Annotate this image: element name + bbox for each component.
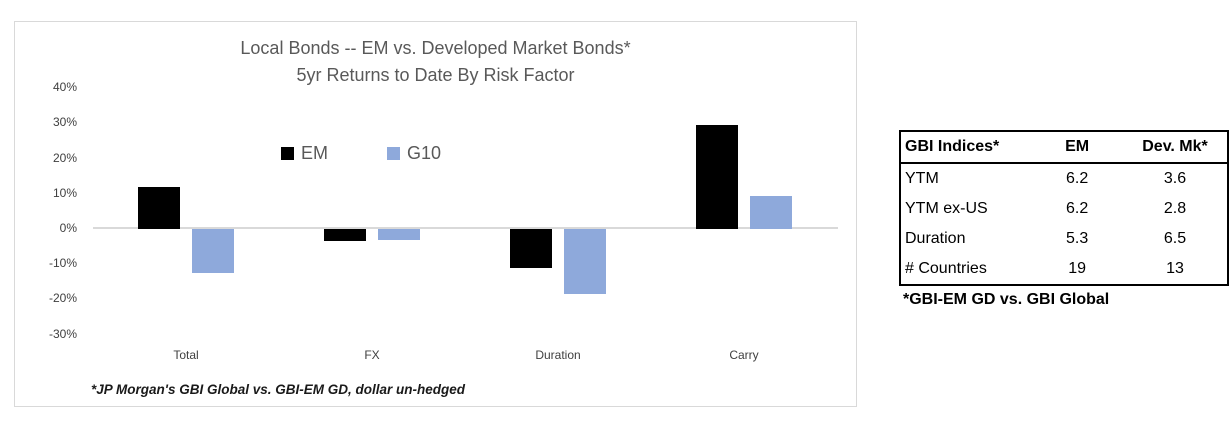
bar-g10-fx bbox=[378, 229, 420, 240]
table-cell-devmk: 2.8 bbox=[1163, 200, 1187, 217]
plot-area: 40% 30% 20% 10% 0% -10% -20% -30% Total FX Duratio… bbox=[15, 22, 856, 406]
y-axis-tick-label: 20% bbox=[52, 150, 77, 165]
table-cell-em: 6.2 bbox=[1065, 200, 1089, 217]
chart-footnote: *JP Morgan's GBI Global vs. GBI-EM GD, d… bbox=[91, 382, 465, 397]
table-cell-label: YTM ex-US bbox=[905, 200, 988, 217]
table-cell-em: 6.2 bbox=[1065, 170, 1089, 187]
table-row-duration: Duration 5.3 6.5 bbox=[900, 224, 1228, 254]
chart-title-line1: Local Bonds -- EM vs. Developed Market B… bbox=[240, 38, 631, 58]
chart-title-line2: 5yr Returns to Date By Risk Factor bbox=[296, 65, 575, 85]
x-axis-category-label: FX bbox=[364, 348, 380, 362]
bar-g10-carry bbox=[750, 196, 792, 229]
table-cell-em: 5.3 bbox=[1065, 230, 1089, 247]
y-axis-tick-label: 30% bbox=[52, 115, 77, 130]
bar-em-carry bbox=[696, 125, 738, 229]
legend-label-em: EM bbox=[301, 142, 328, 163]
gbi-table-wrap: GBI Indices* EM Dev. Mk* YTM 6.2 3.6 YTM… bbox=[899, 130, 1229, 309]
table-cell-em: 19 bbox=[1068, 260, 1086, 277]
g10-legend-swatch-icon bbox=[387, 146, 400, 160]
table-header-indices: GBI Indices* bbox=[900, 131, 1032, 164]
legend-item-g10: G10 bbox=[387, 143, 441, 163]
bar-g10-duration bbox=[564, 229, 606, 294]
table-footnote: *GBI-EM GD vs. GBI Global bbox=[903, 291, 1110, 308]
bar-em-total bbox=[138, 187, 180, 229]
gbi-indices-table: GBI Indices* EM Dev. Mk* YTM 6.2 3.6 YTM… bbox=[899, 130, 1229, 286]
y-axis-tick-label: 40% bbox=[52, 80, 77, 95]
bar-em-fx bbox=[324, 229, 366, 241]
x-axis-category-label: Duration bbox=[535, 348, 581, 362]
bar-em-duration bbox=[510, 229, 552, 268]
bar-chart-panel: Local Bonds -- EM vs. Developed Market B… bbox=[14, 21, 857, 407]
table-row-ytm-ex-us: YTM ex-US 6.2 2.8 bbox=[900, 194, 1228, 224]
legend-label-g10: G10 bbox=[407, 142, 442, 163]
table-cell-label: # Countries bbox=[905, 260, 987, 277]
zero-axis-line bbox=[93, 227, 838, 229]
y-axis-tick-label: 10% bbox=[52, 185, 77, 200]
table-cell-devmk: 6.5 bbox=[1163, 230, 1187, 247]
table-header-row: GBI Indices* EM Dev. Mk* bbox=[900, 131, 1228, 164]
table-row-countries: # Countries 19 13 bbox=[900, 254, 1228, 285]
y-axis-tick-label: 0% bbox=[59, 221, 77, 235]
x-axis-category-label: Total bbox=[173, 348, 199, 362]
chart-title: Local Bonds -- EM vs. Developed Market B… bbox=[15, 35, 856, 89]
x-axis-category-label: Carry bbox=[729, 348, 759, 362]
y-axis-tick-label: -20% bbox=[48, 291, 77, 306]
table-row-ytm: YTM 6.2 3.6 bbox=[900, 163, 1228, 194]
y-axis-tick-label: -30% bbox=[48, 326, 77, 341]
table-cell-label: YTM bbox=[905, 170, 939, 187]
y-axis-tick-label: -10% bbox=[48, 256, 77, 271]
em-legend-swatch-icon bbox=[281, 146, 294, 160]
table-cell-devmk: 13 bbox=[1166, 260, 1184, 277]
table-header-devmk: Dev. Mk* bbox=[1123, 131, 1228, 164]
table-header-em: EM bbox=[1031, 131, 1124, 164]
bar-g10-total bbox=[192, 229, 234, 273]
table-cell-label: Duration bbox=[905, 230, 966, 247]
table-cell-devmk: 3.6 bbox=[1163, 170, 1187, 187]
legend-item-em: EM bbox=[281, 143, 328, 163]
